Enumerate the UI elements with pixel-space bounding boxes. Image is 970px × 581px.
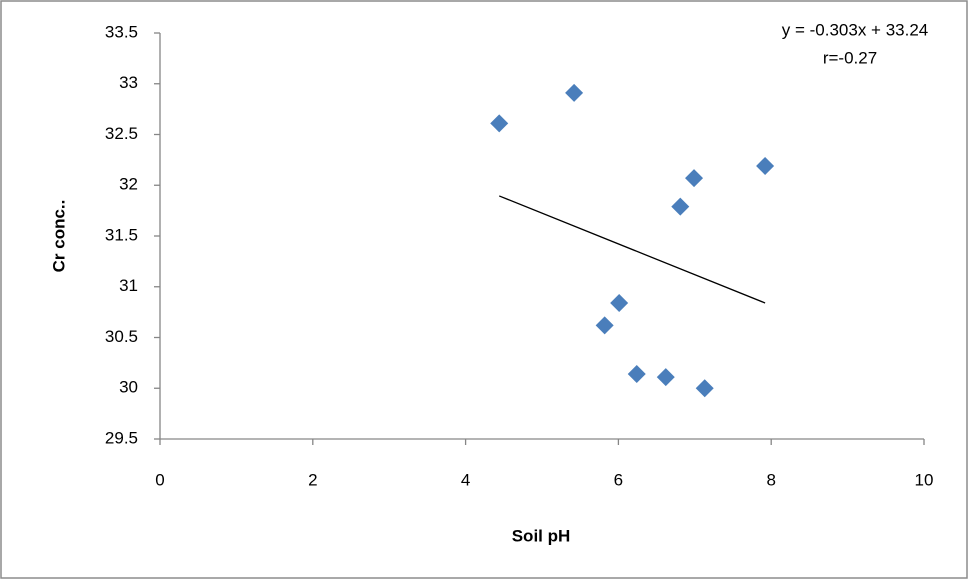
y-tick-label: 29.5 bbox=[105, 428, 138, 447]
point bbox=[656, 368, 675, 387]
point bbox=[627, 365, 646, 384]
trendline bbox=[498, 195, 766, 304]
point bbox=[490, 114, 509, 133]
point bbox=[671, 197, 690, 216]
x-tick-label: 4 bbox=[461, 470, 470, 489]
point bbox=[756, 156, 775, 175]
x-axis-title: Soil pH bbox=[512, 526, 571, 545]
x-tick-label: 10 bbox=[915, 470, 934, 489]
y-tick-label: 31 bbox=[119, 276, 138, 295]
point bbox=[595, 316, 614, 335]
y-axis-title: Cr conc.. bbox=[49, 200, 68, 273]
y-tick-label: 32.5 bbox=[105, 124, 138, 143]
x-tick-label: 6 bbox=[614, 470, 623, 489]
y-tick-label: 33 bbox=[119, 73, 138, 92]
point bbox=[695, 379, 714, 398]
trendline-equation: y = -0.303x + 33.24 bbox=[782, 20, 929, 39]
x-tick-label: 0 bbox=[155, 470, 164, 489]
point bbox=[685, 169, 704, 188]
point bbox=[610, 293, 629, 312]
y-tick-label: 32 bbox=[119, 175, 138, 194]
y-tick-label: 30 bbox=[119, 378, 138, 397]
y-tick-label: 33.5 bbox=[105, 22, 138, 41]
correlation-label: r=-0.27 bbox=[823, 48, 877, 67]
y-tick-label: 30.5 bbox=[105, 327, 138, 346]
y-tick-label: 31.5 bbox=[105, 225, 138, 244]
point bbox=[565, 83, 584, 102]
x-tick-label: 8 bbox=[766, 470, 775, 489]
x-tick-label: 2 bbox=[308, 470, 317, 489]
